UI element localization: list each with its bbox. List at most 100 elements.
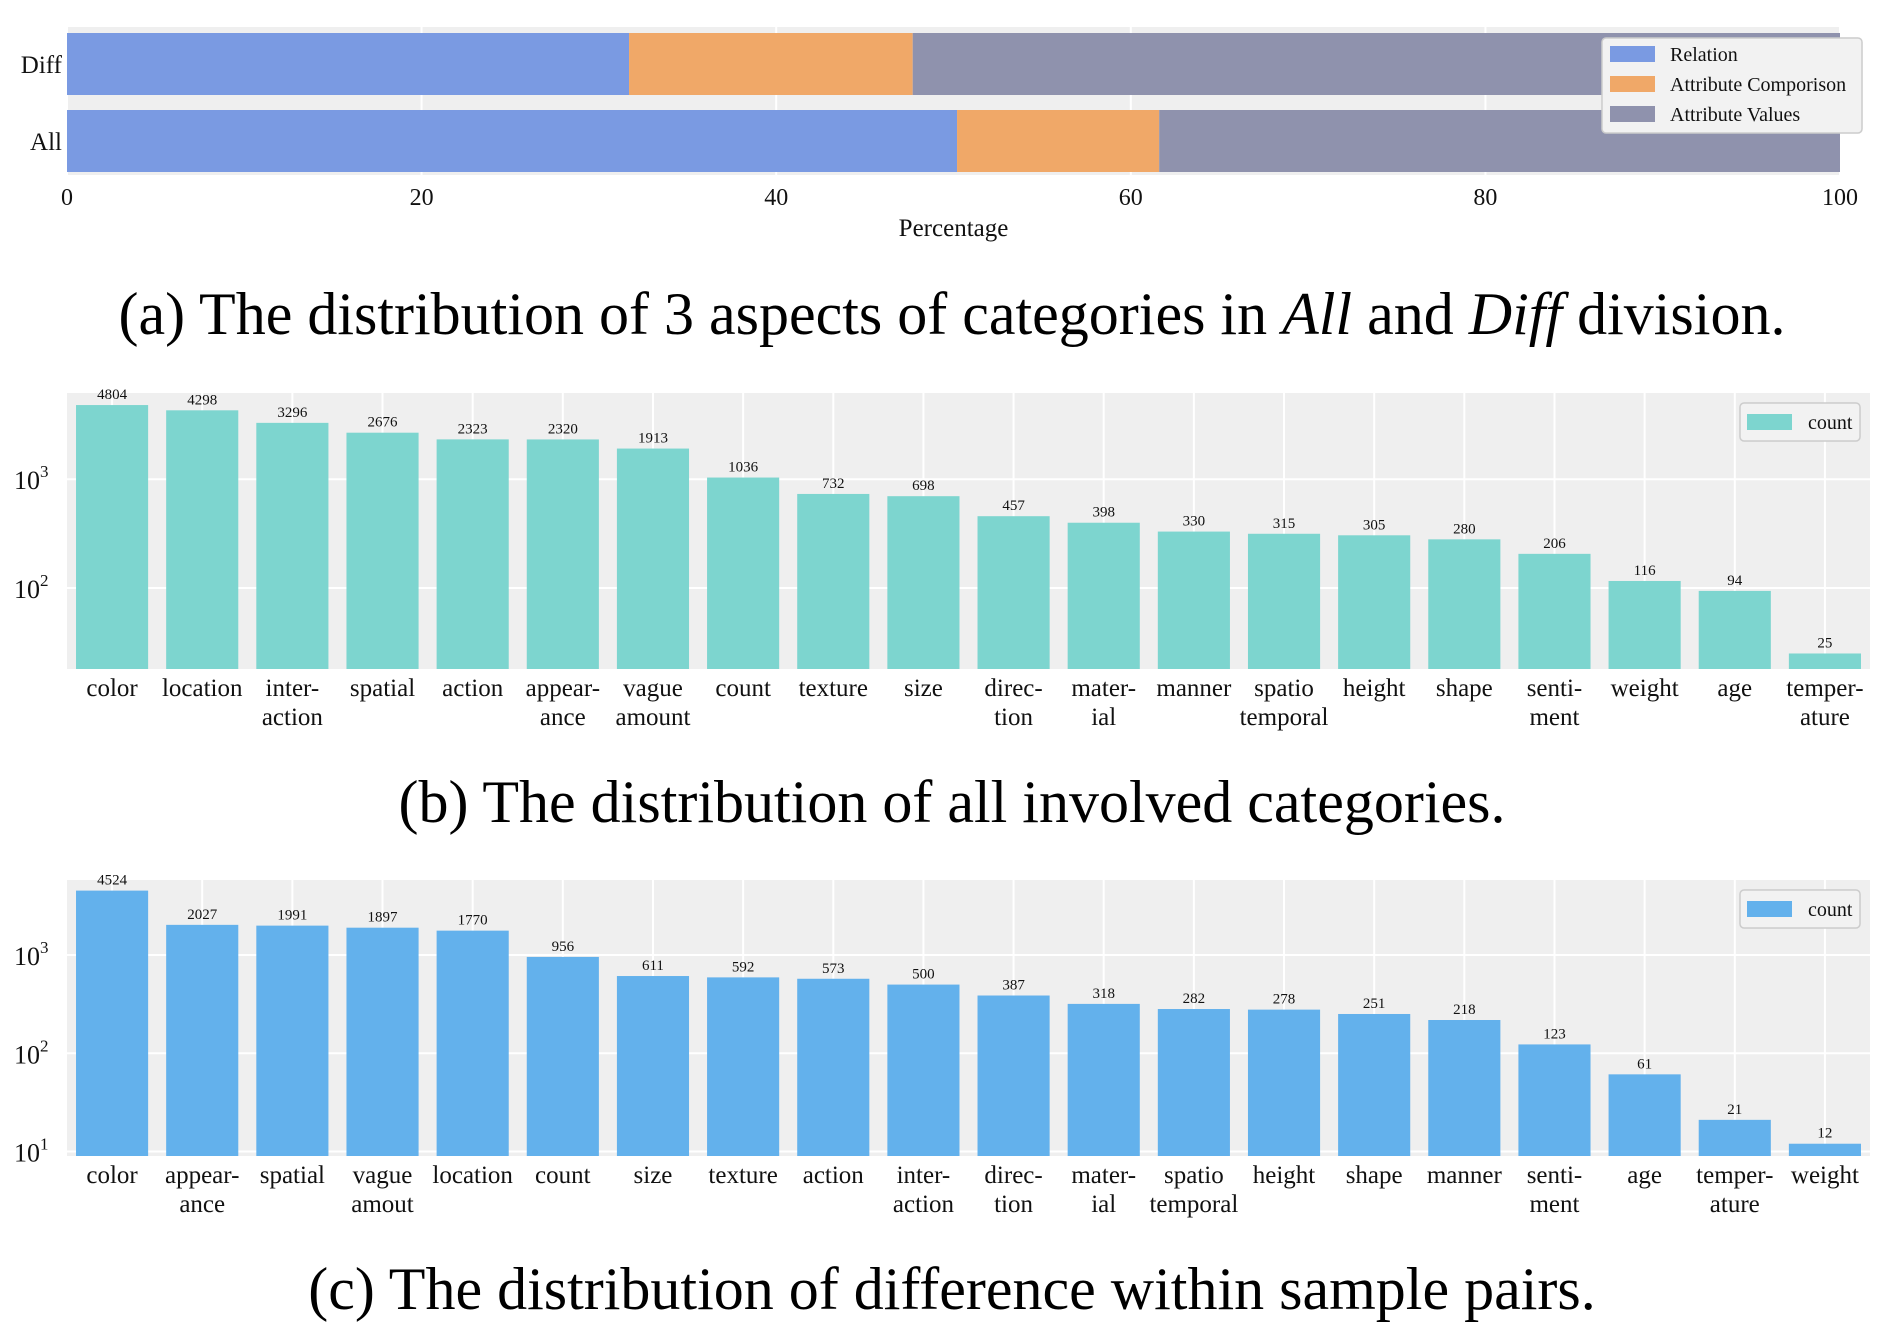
bar-b-interaction	[256, 422, 329, 669]
x-tick-label-c-3-1: amout	[351, 1191, 414, 1218]
x-tick-label-b-14-0: height	[1343, 675, 1406, 702]
caption-a-prefix: (a) The distribution of 3 aspects of cat…	[118, 281, 1283, 347]
stacked-percentage-chart: 0 20 40 60 80 100 Percentage Diff All Relation Att…	[21, 27, 1863, 242]
bar-b-location	[166, 410, 239, 669]
bar-diff-attribute-comporison	[629, 33, 913, 95]
bar-b-action	[436, 439, 509, 669]
bar-b-spatial	[346, 432, 419, 669]
legend-swatch-a-1	[1610, 76, 1655, 92]
x-tick-label-c-12-1: temporal	[1149, 1191, 1238, 1218]
data-label-c-8: 573	[822, 961, 845, 977]
x-tick-label-b-9-0: size	[904, 675, 943, 702]
difference-categories-chart: 101 102 103 4524 color 2027 appear-ance 1991 spa…	[14, 873, 1870, 1218]
x-tick-label-c-2-0: spatial	[260, 1162, 325, 1189]
y-tick-label-b-0: 102	[14, 571, 49, 604]
bar-c-direction	[977, 995, 1050, 1156]
all-categories-chart: 102 103 4804 color 4298 location 3296 inter-act…	[14, 387, 1870, 731]
x-tick-label-a-2: 40	[764, 185, 788, 211]
x-tick-label-b-6-1: amount	[615, 704, 690, 731]
x-tick-label-c-1-1: ance	[179, 1191, 225, 1218]
bar-b-sentiment	[1518, 553, 1591, 669]
data-label-c-9: 500	[912, 967, 935, 983]
x-tick-label-b-19-1: ature	[1800, 704, 1850, 731]
data-label-b-16: 206	[1543, 536, 1566, 552]
x-tick-label-b-4-0: action	[442, 675, 504, 702]
caption-c: (c) The distribution of difference withi…	[308, 1256, 1596, 1322]
data-label-b-19: 25	[1817, 635, 1832, 651]
data-label-b-0: 4804	[97, 387, 128, 403]
bar-c-shape	[1338, 1013, 1411, 1156]
x-tick-label-c-11-0: mater-	[1071, 1162, 1136, 1189]
data-label-b-1: 4298	[187, 392, 217, 408]
caption-a-em-diff: Diff	[1468, 281, 1563, 347]
x-tick-label-a-4: 80	[1473, 185, 1497, 211]
x-tick-label-a-5: 100	[1822, 185, 1858, 211]
bar-b-material	[1067, 522, 1140, 669]
x-tick-label-b-13-1: temporal	[1240, 704, 1329, 731]
x-tick-label-c-3-0: vague	[353, 1162, 413, 1189]
x-tick-label-b-13-0: spatio	[1254, 675, 1314, 702]
x-tick-label-b-5-1: ance	[540, 704, 586, 731]
x-tick-label-b-8-0: texture	[799, 675, 868, 702]
y-tick-label-c-0: 101	[14, 1135, 49, 1168]
data-label-c-11: 318	[1092, 986, 1115, 1002]
x-tick-label-c-18-0: temper-	[1696, 1162, 1773, 1189]
x-tick-label-c-12-0: spatio	[1164, 1162, 1224, 1189]
y-tick-label-c-2: 103	[14, 938, 49, 971]
x-tick-label-b-1-0: location	[162, 675, 243, 702]
bar-c-spatiotemporal	[1157, 1009, 1230, 1156]
x-tick-label-c-7-0: texture	[708, 1162, 777, 1189]
x-tick-label-b-11-0: mater-	[1071, 675, 1136, 702]
x-tick-label-c-17-0: age	[1627, 1162, 1662, 1189]
x-tick-label-c-10-0: direc-	[984, 1162, 1042, 1189]
x-tick-label-b-5-0: appear-	[526, 675, 600, 702]
x-tick-label-b-16-0: senti-	[1527, 675, 1583, 702]
data-label-b-9: 698	[912, 478, 935, 494]
data-label-b-17: 116	[1634, 563, 1656, 579]
bar-b-size	[887, 496, 960, 669]
legend-c: count	[1739, 889, 1861, 929]
bar-c-vagueamout	[346, 927, 419, 1156]
x-tick-label-b-17-0: weight	[1611, 675, 1679, 702]
bar-b-manner	[1157, 531, 1230, 669]
legend-label-c: count	[1808, 899, 1853, 921]
bar-b-color	[76, 405, 149, 669]
legend-label-a-1: Attribute Comporison	[1670, 74, 1846, 96]
x-tick-label-c-15-0: manner	[1427, 1162, 1503, 1189]
data-label-c-15: 218	[1453, 1002, 1476, 1018]
x-tick-label-c-9-0: inter-	[897, 1162, 951, 1189]
x-tick-label-b-3-0: spatial	[350, 675, 415, 702]
data-label-c-1: 2027	[187, 907, 218, 923]
bar-b-direction	[977, 516, 1050, 669]
data-label-b-8: 732	[822, 476, 845, 492]
bar-c-sentiment	[1518, 1044, 1591, 1156]
bar-all-relation	[67, 110, 958, 172]
bar-diff-relation	[67, 33, 630, 95]
data-label-c-14: 251	[1363, 996, 1386, 1012]
data-label-b-5: 2320	[548, 421, 578, 437]
x-tick-label-b-2-1: action	[262, 704, 324, 731]
x-tick-label-c-16-0: senti-	[1527, 1162, 1583, 1189]
legend-label-a-0: Relation	[1670, 44, 1738, 66]
data-label-b-13: 315	[1273, 516, 1296, 532]
bar-c-temperature	[1698, 1119, 1771, 1156]
data-label-b-7: 1036	[728, 460, 759, 476]
bar-b-appearance	[526, 439, 599, 669]
data-label-b-10: 457	[1002, 498, 1025, 514]
data-label-c-4: 1770	[458, 913, 488, 929]
plot-area-c	[67, 880, 1870, 1156]
bar-b-spatiotemporal	[1247, 533, 1321, 669]
x-tick-label-a-1: 20	[410, 185, 434, 211]
bar-c-color	[76, 890, 149, 1156]
bar-b-vagueamount	[616, 448, 690, 669]
data-label-b-12: 330	[1183, 514, 1206, 530]
bar-c-action	[797, 978, 870, 1156]
data-label-c-2: 1991	[277, 908, 307, 924]
data-label-c-16: 123	[1543, 1026, 1566, 1042]
y-tick-label-diff: Diff	[21, 52, 63, 79]
x-tick-label-b-6-0: vague	[623, 675, 683, 702]
bar-c-weight	[1788, 1143, 1861, 1156]
x-tick-label-c-10-1: tion	[994, 1191, 1033, 1218]
bar-c-height	[1247, 1009, 1321, 1156]
data-label-b-11: 398	[1092, 505, 1115, 521]
